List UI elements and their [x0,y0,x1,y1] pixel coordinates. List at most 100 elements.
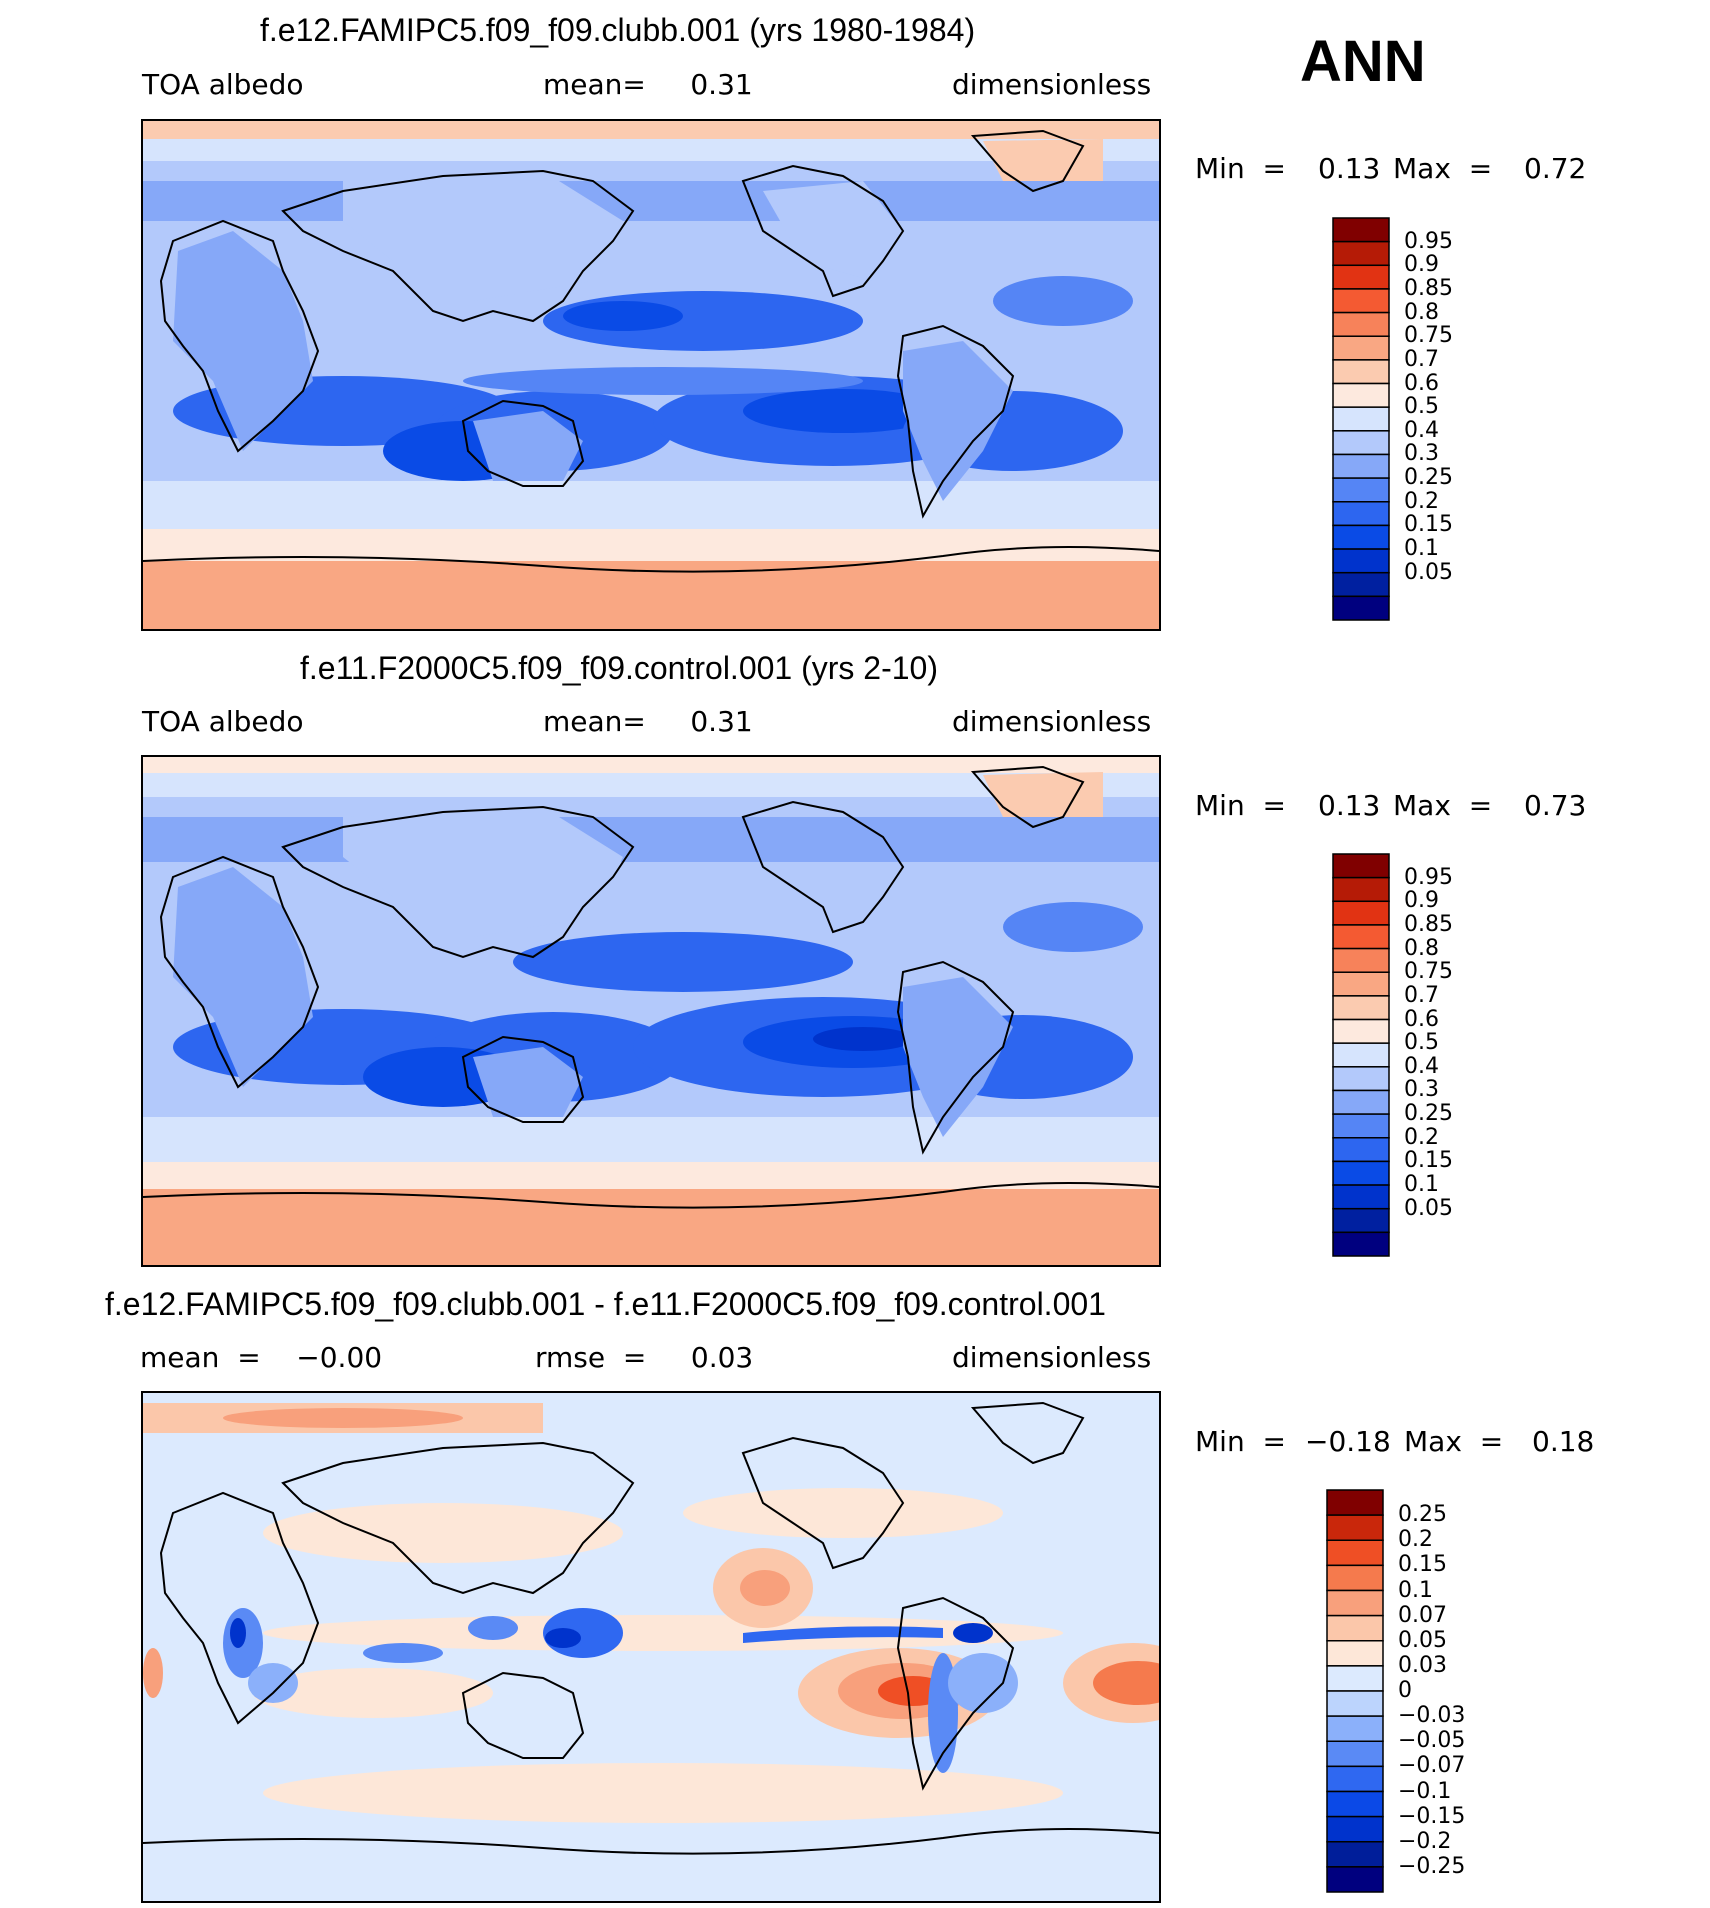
colorbar-swatch [1326,1690,1384,1717]
colorbar-tick-label: 0.4 [1404,417,1439,443]
panel-3-title: f.e12.FAMIPC5.f09_f09.clubb.001 - f.e11.… [105,1286,1106,1322]
colorbar-tick-label: 0.95 [1404,864,1453,890]
colorbar-swatch [1332,1089,1390,1115]
panel-3-min-label: Min = [1195,1425,1286,1458]
colorbar-tick-label: 0.5 [1404,394,1439,420]
colorbar-tick-label: 0.15 [1404,512,1453,538]
colorbar-tick-label: 0.85 [1404,911,1453,937]
panel-2-map [141,755,1161,1267]
colorbar-tick-label: 0.15 [1398,1552,1447,1578]
colorbar-swatch [1326,1866,1384,1893]
panel-3-map-svg [143,1393,1159,1901]
panel-3-mean-label: mean = −0.00 [140,1341,383,1374]
colorbar-swatch [1326,1514,1384,1541]
colorbar-swatch [1332,900,1390,926]
panel-3-map [141,1391,1161,1903]
colorbar-tick-label: −0.03 [1398,1703,1466,1729]
season-label: ANN [1300,29,1426,94]
colorbar-tick-label: −0.05 [1398,1728,1466,1754]
colorbar-swatch [1326,1640,1384,1667]
colorbar-svg [1332,853,1390,1257]
colorbar-tick-label: 0.6 [1404,370,1439,396]
panel-1-variable-label: TOA albedo [142,68,304,101]
colorbar-tick-label: 0.3 [1404,1077,1439,1103]
colorbar-swatch [1332,453,1390,479]
colorbar-tick-label: 0.3 [1404,441,1439,467]
colorbar-swatch [1332,853,1390,879]
colorbar-tick-label: 0.07 [1398,1602,1447,1628]
colorbar-tick-label: 0.1 [1404,1172,1439,1198]
panel-3-colorbar: 0.25 0.2 0.15 0.1 0.07 0.05 0.03 0 −0.03 −0.05 −0.… [1326,1489,1465,1893]
panel-2-min-value: 0.13 [1318,789,1381,822]
colorbar-swatch [1326,1715,1384,1742]
colorbar-swatch [1332,240,1390,267]
colorbar-swatch [1326,1841,1384,1868]
panel-1-units-label: dimensionless [952,68,1152,101]
colorbar-swatch [1332,288,1390,314]
colorbar-swatch [1332,311,1390,337]
colorbar-swatch [1326,1740,1384,1768]
panel-2-variable-label: TOA albedo [142,705,304,738]
colorbar-tick-label: 0.8 [1404,935,1439,961]
colorbar-swatch [1332,359,1390,385]
colorbar-swatch [1332,264,1390,290]
colorbar-tick-label: 0.9 [1404,888,1439,914]
colorbar-swatch [1332,524,1390,550]
panel-1-colorbar: 0.95 0.9 0.85 0.8 0.75 0.7 0.6 0.5 0.4 0.3 0.25 0.2… [1332,217,1453,621]
colorbar-swatch [1332,382,1390,408]
panel-2-mean-label: mean= 0.31 [543,705,753,738]
panel-1-min-label: Min = [1195,152,1286,185]
colorbar-tick-label: 0.2 [1398,1527,1433,1553]
colorbar-tick-label: 0.05 [1404,1195,1453,1221]
colorbar-swatch [1326,1665,1384,1692]
colorbar-swatch [1332,1160,1390,1186]
colorbar-tick-label: 0.9 [1404,252,1439,278]
colorbar-swatch [1332,924,1390,950]
colorbar-tick-label: 0.7 [1404,982,1439,1008]
panel-2-title: f.e11.F2000C5.f09_f09.control.001 (yrs 2… [300,650,938,686]
colorbar-tick-label: 0.2 [1404,488,1439,514]
colorbar-swatch [1332,335,1390,361]
colorbar-swatch [1332,217,1390,243]
colorbar-swatch [1332,1207,1390,1234]
colorbar-swatch [1326,1564,1384,1592]
colorbar-swatch [1332,477,1390,503]
panel-1-mean-label: mean= 0.31 [543,68,753,101]
panel-1-max-value: 0.72 [1524,152,1587,185]
colorbar-svg [1326,1489,1384,1893]
panel-2-map-svg [143,757,1159,1265]
colorbar-tick-label: −0.2 [1398,1828,1452,1854]
colorbar-tick-label: 0.1 [1398,1577,1433,1603]
panel-3-units-label: dimensionless [952,1341,1152,1374]
colorbar-svg [1332,217,1390,621]
panel-1-min-value: 0.13 [1318,152,1381,185]
colorbar-tick-label: 0.25 [1404,465,1453,491]
colorbar-tick-label: −0.07 [1398,1753,1466,1779]
panel-1-title: f.e12.FAMIPC5.f09_f09.clubb.001 (yrs 198… [260,12,976,48]
colorbar-swatch [1332,876,1390,903]
colorbar-swatch [1332,595,1390,621]
colorbar-tick-label: 0.2 [1404,1124,1439,1150]
colorbar-swatch [1332,995,1390,1021]
colorbar-swatch [1332,571,1390,598]
colorbar-swatch [1326,1489,1384,1516]
panel-2-colorbar: 0.95 0.9 0.85 0.8 0.75 0.7 0.6 0.5 0.4 0.3 0.25 0.2… [1332,853,1453,1257]
colorbar-tick-label: 0.15 [1404,1148,1453,1174]
colorbar-swatch [1326,1790,1384,1818]
colorbar-swatch [1332,971,1390,997]
colorbar-tick-label: 0.5 [1404,1030,1439,1056]
panel-1-map-svg [143,121,1159,629]
colorbar-tick-label: −0.15 [1398,1803,1466,1829]
colorbar-tick-label: 0.4 [1404,1053,1439,1079]
colorbar-tick-label: 0.25 [1398,1502,1447,1528]
colorbar-tick-label: 0.6 [1404,1006,1439,1032]
panel-2-max-label: Max = [1393,789,1493,822]
colorbar-swatch [1332,1066,1390,1092]
panel-1-max-label: Max = [1393,152,1493,185]
panel-2-max-value: 0.73 [1524,789,1587,822]
colorbar-tick-label: −0.1 [1398,1778,1452,1804]
colorbar-swatch [1332,1042,1390,1068]
colorbar-swatch [1326,1614,1384,1642]
colorbar-tick-label: 0.05 [1404,559,1453,585]
panel-3-min-value: −0.18 [1305,1425,1391,1458]
